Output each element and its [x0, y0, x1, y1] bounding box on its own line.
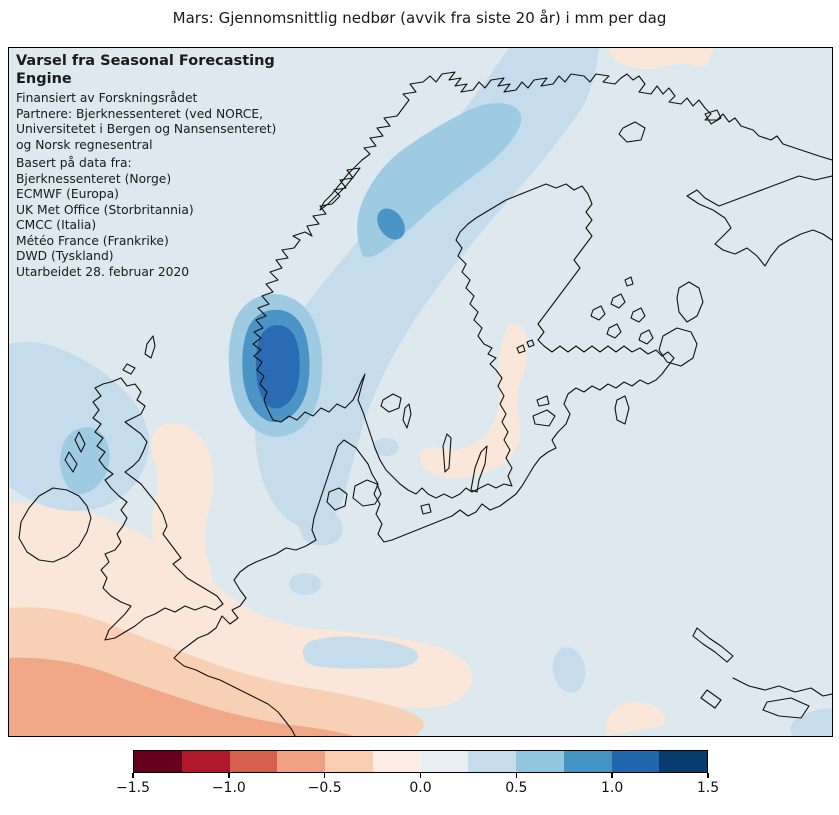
anomaly-region-biscay-salmon [9, 657, 353, 736]
colorbar-segment [516, 751, 564, 772]
colorbar-tick-mark [707, 773, 709, 778]
colorbar-segment [563, 751, 612, 772]
anomaly-map [9, 48, 832, 736]
colorbar-tick-label: −1.5 [116, 780, 150, 796]
colorbar-tick-label: 0.0 [409, 780, 432, 796]
colorbar-segment [181, 751, 230, 772]
colorbar-segment [325, 751, 373, 772]
coastline-southeast-rivers [692, 627, 832, 719]
colorbar-tick-label: −0.5 [307, 780, 342, 796]
island-aland [516, 339, 535, 354]
anomaly-region-bottom-right-blue [790, 708, 832, 736]
anomaly-region-scotland-blue [9, 342, 150, 511]
coastline-white-sea [686, 175, 832, 267]
colorbar-segment [468, 751, 516, 772]
colorbar-segment [659, 751, 707, 772]
colorbar-tick-mark [419, 773, 422, 778]
island-oland [442, 433, 452, 473]
anomaly-region-barents-pink [609, 48, 715, 69]
colorbar-segment [229, 751, 278, 772]
figure-title: Mars: Gjennomsnittlig nedbør (avvik fra … [172, 9, 667, 27]
anomaly-region-scotland-medium [60, 427, 110, 494]
anomaly-region-small-bottom-blue [552, 647, 586, 693]
coastline-norway-barents [252, 71, 832, 421]
island-zealand [352, 479, 382, 507]
island-hiiumaa [536, 395, 550, 407]
colorbar-tick-mark [228, 773, 230, 778]
anomaly-region-skagerrak-spot [373, 438, 399, 456]
anomaly-region-southern-north-sea-spot [289, 573, 321, 595]
colorbar-tick-label: −1.0 [211, 780, 246, 796]
finnish-lakes [590, 276, 654, 345]
map-frame: Varsel fra Seasonal Forecasting Engine F… [8, 47, 833, 737]
colorbar-tick-mark [323, 773, 326, 778]
island-barents-small [704, 109, 722, 125]
colorbar-ticks: −1.5 −1.0 −0.5 0.0 0.5 1.0 1.5 [116, 773, 719, 803]
colorbar-tick-label: 1.5 [696, 780, 720, 796]
colorbar-tick-mark [611, 773, 613, 778]
colorbar-tick-label: 0.5 [505, 780, 528, 796]
lake-ladoga [658, 327, 698, 367]
island-gotland [470, 445, 488, 493]
coastline-hebrides [64, 431, 86, 473]
lake-vanern [380, 393, 402, 413]
colorbar-segment [611, 751, 660, 772]
anomaly-region-baltics-bottom-pink [606, 702, 665, 736]
coastline-shetland [144, 335, 156, 359]
colorbar-segment [277, 751, 325, 772]
anomaly-region-lofoten-inner [377, 208, 405, 240]
anomaly-region-norway-coast-band [255, 48, 599, 528]
lake-vattern [402, 403, 412, 429]
colorbar-tick-mark [132, 773, 134, 778]
anomaly-region-german-bight-blue [298, 508, 343, 546]
island-saaremaa [532, 409, 556, 427]
lake-peipus [614, 395, 630, 425]
island-bornholm [420, 503, 432, 515]
colorbar-wrap: −1.5 −1.0 −0.5 0.0 0.5 1.0 1.5 [116, 750, 719, 803]
anomaly-region-sweden-pink [420, 323, 528, 479]
coastline-ireland [18, 487, 92, 563]
colorbar-segment [134, 751, 182, 772]
anomaly-region-sw-norway-core [255, 325, 300, 409]
anomaly-region-eastern-england-pink [151, 423, 214, 597]
colorbar-segment [372, 751, 421, 772]
island-kolguyev [618, 121, 646, 143]
colorbar-tick-label: 1.0 [601, 780, 624, 796]
coastline-scandinavia-baltic-continent [173, 183, 675, 736]
colorbar-tick-mark [515, 773, 518, 778]
colorbar-segment [420, 751, 469, 772]
anomaly-region-central-bottom-blue [302, 636, 419, 669]
island-funen [326, 487, 348, 511]
lake-onega [676, 281, 704, 323]
coastline-orkney [122, 363, 136, 375]
colorbar [133, 750, 708, 773]
coastline-great-britain [92, 377, 224, 641]
